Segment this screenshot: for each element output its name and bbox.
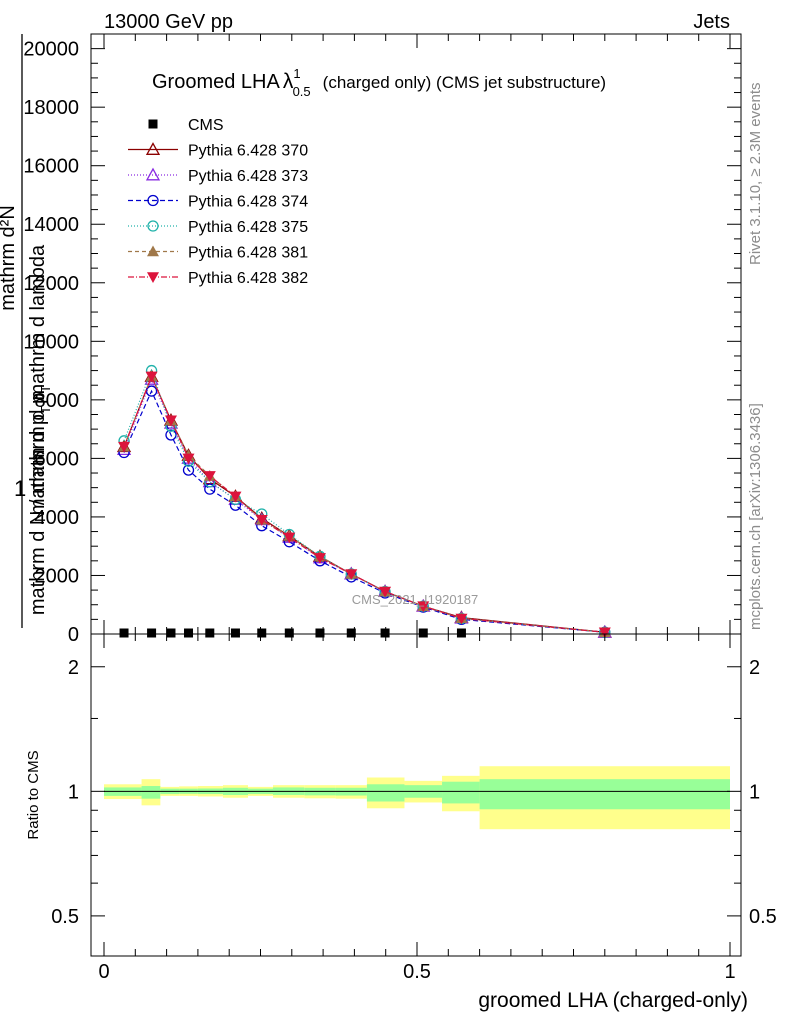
- cms-point: [166, 628, 176, 638]
- legend-marker-6: [147, 272, 159, 283]
- cms-point: [456, 628, 466, 638]
- y-tick-label: 8000: [35, 390, 80, 412]
- title-symbol: λ: [283, 70, 294, 93]
- cms-point: [205, 628, 215, 638]
- ratio-axes: 0 0.5 1 0.5 0.5 1 1 2 2: [51, 634, 777, 983]
- series-line-6: [123, 374, 605, 633]
- y-tick-label: 12000: [23, 273, 79, 295]
- ylabel-top-line1: mathrm d²N: [0, 205, 19, 311]
- legend-marker-3: [147, 194, 159, 207]
- x-tick-label: 0.5: [403, 961, 431, 983]
- legend-marker-2: [145, 167, 161, 181]
- cms-point: [346, 628, 356, 638]
- cms-point: [184, 628, 194, 638]
- ylabel-top-line2: mathrm d pT mathrm d lambda: [27, 244, 53, 515]
- mcplots-label: mcplots.cern.ch [arXiv:1306.3436]: [747, 403, 764, 630]
- series-point-6: [379, 586, 392, 598]
- legend-marker-4: [147, 220, 159, 232]
- cms-point: [418, 628, 428, 638]
- y-tick-label: 0: [68, 624, 79, 646]
- series-point-6: [229, 491, 242, 503]
- y-tick-label: 4000: [35, 507, 80, 529]
- legend-marker-0: [148, 119, 158, 129]
- ratio-y-tick-label-right: 0.5: [749, 906, 777, 928]
- legend-label-3: Pythia 6.428 374: [188, 194, 308, 211]
- ratio-y-tick-label-right: 2: [749, 657, 760, 679]
- header-left: 13000 GeV pp: [104, 11, 233, 33]
- ratio-band-inner: [141, 786, 161, 799]
- legend-label-1: Pythia 6.428 370: [188, 143, 308, 160]
- ratio-panel-frame: [90, 633, 742, 957]
- ylabel-bottom: mathrm d N / mathrm d pT: [27, 385, 53, 615]
- xlabel: groomed LHA (charged-only): [478, 989, 748, 1012]
- series-line-3: [123, 389, 605, 633]
- cms-point: [257, 628, 267, 638]
- legend-label-6: Pythia 6.428 382: [188, 270, 308, 287]
- main-axes: 0 2000 4000 6000 8000 10000 12000 14000 16000 180…: [23, 34, 741, 646]
- cms-point: [119, 628, 129, 638]
- series-point-6: [345, 569, 358, 580]
- main-title: Groomed LHA λ1 0.5 (charged only) (CMS jet …: [152, 66, 606, 99]
- ylabel-one: 1: [14, 476, 26, 501]
- title-rest: (charged only) (CMS jet substructure): [323, 73, 606, 92]
- series-point-6: [455, 613, 468, 625]
- title-main: Groomed LHA: [152, 71, 280, 93]
- y-tick-label: 20000: [23, 39, 79, 61]
- watermark: CMS_2021_I1920187: [352, 592, 479, 607]
- x-tick-label: 1: [724, 961, 735, 983]
- main-series-group: [116, 364, 612, 639]
- series-point-6: [164, 415, 177, 427]
- y-tick-label: 18000: [23, 97, 79, 119]
- cms-point: [230, 628, 240, 638]
- ratio-y-tick-label: 0.5: [51, 906, 79, 928]
- series-point-6: [283, 532, 296, 544]
- ratio-y-tick-label: 2: [68, 657, 79, 679]
- legend-label-5: Pythia 6.428 381: [188, 245, 308, 262]
- legend-label-2: Pythia 6.428 373: [188, 168, 308, 185]
- title-sup: 1: [293, 66, 300, 81]
- series-point-6: [118, 441, 131, 453]
- series-point-3: [145, 385, 158, 397]
- y-tick-label: 2000: [35, 565, 80, 587]
- series-point-6: [313, 553, 326, 564]
- series-point-6: [598, 627, 611, 639]
- y-tick-label: 6000: [35, 448, 80, 470]
- y-tick-label: 10000: [23, 331, 79, 353]
- legend-label-4: Pythia 6.428 375: [188, 219, 308, 236]
- rivet-label: Rivet 3.1.10, ≥ 2.3M events: [747, 83, 764, 266]
- cms-point: [284, 628, 294, 638]
- series-point-6: [417, 601, 430, 613]
- series-point-6: [203, 471, 216, 482]
- y-tick-label: 16000: [23, 156, 79, 178]
- ratio-band-inner: [366, 784, 405, 802]
- ratio-bands-group: [104, 766, 730, 830]
- series-point-3: [204, 483, 216, 495]
- cms-point: [315, 628, 325, 638]
- legend: CMS Pythia 6.428 370 Pythia 6.428 373 Pythi…: [128, 117, 308, 287]
- cms-point: [380, 628, 390, 638]
- ratio-y-tick-label: 1: [68, 781, 79, 803]
- series-point-6: [255, 515, 268, 526]
- ratio-ylabel: Ratio to CMS: [25, 750, 42, 839]
- series-point-6: [145, 371, 158, 383]
- legend-label-0: CMS: [188, 117, 224, 134]
- ratio-band-inner: [479, 779, 730, 810]
- title-sub: 0.5: [293, 84, 311, 99]
- legend-marker-1: [145, 142, 161, 155]
- ratio-band-inner: [442, 781, 480, 804]
- ratio-y-tick-label-right: 1: [749, 781, 760, 803]
- main-ylabel: 1 mathrm d²N mathrm d pT mathrm d lambda…: [0, 34, 53, 628]
- legend-marker-5: [147, 245, 159, 257]
- y-tick-label: 14000: [23, 214, 79, 236]
- series-point-3: [182, 464, 195, 476]
- x-tick-label: 0: [98, 961, 109, 983]
- header-right: Jets: [693, 11, 730, 33]
- cms-point: [147, 628, 157, 638]
- series-point-6: [182, 453, 195, 465]
